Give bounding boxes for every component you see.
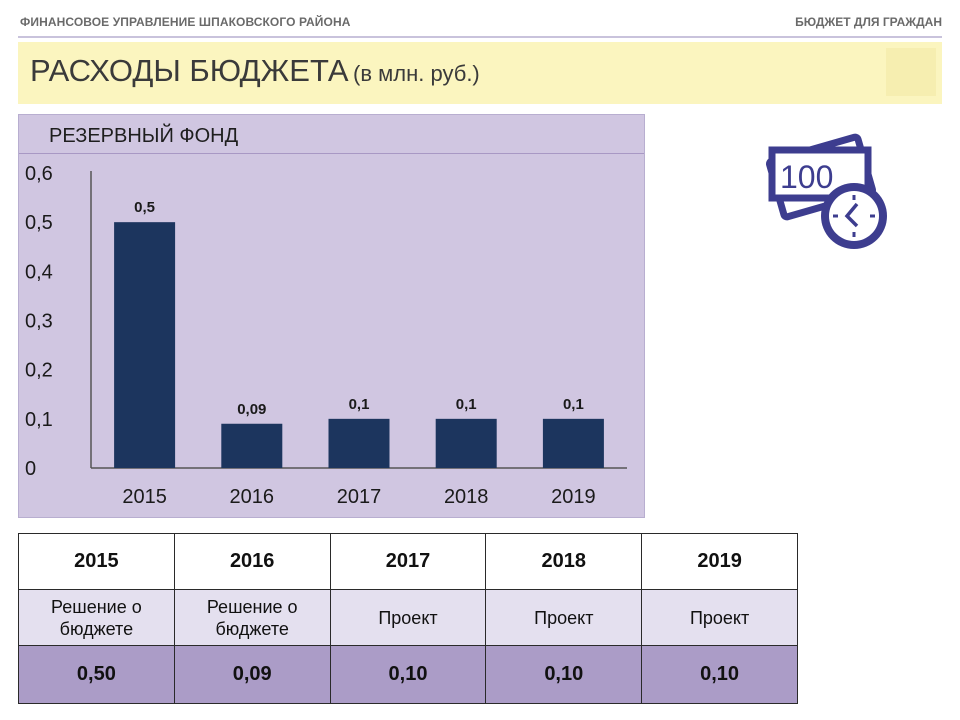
x-tick-label: 2018 <box>444 486 489 508</box>
table-value-cell: 0,10 <box>329 645 487 704</box>
data-label: 0,09 <box>237 401 266 418</box>
page-title-unit: (в млн. руб.) <box>353 61 480 86</box>
table-year-cell: 2019 <box>641 533 798 590</box>
page-title-main: РАСХОДЫ БЮДЖЕТА <box>30 53 349 88</box>
table-value-cell: 0,50 <box>18 645 175 704</box>
y-tick-label: 0,6 <box>25 163 53 185</box>
y-tick-label: 0,3 <box>25 311 53 333</box>
budget-table: 2015 2016 2017 2018 2019 Решение о бюдже… <box>18 533 798 704</box>
page-title: РАСХОДЫ БЮДЖЕТА (в млн. руб.) <box>30 53 480 89</box>
bar <box>114 222 176 468</box>
table-status-cell: Проект <box>641 589 798 646</box>
data-label: 0,1 <box>563 396 584 413</box>
table-year-cell: 2018 <box>485 533 643 590</box>
banknote-clock-icon: 100 <box>764 126 894 256</box>
bar-chart: 0 0,1 0,2 0,3 0,4 0,5 0,6 0,5 2015 0,09 2016 0,1 201… <box>25 163 627 508</box>
x-tick-label: 2015 <box>122 486 167 508</box>
x-tick-label: 2016 <box>230 486 275 508</box>
table-value-cell: 0,10 <box>485 645 643 704</box>
data-label: 0,1 <box>349 396 370 413</box>
y-tick-label: 0,1 <box>25 409 53 431</box>
chart-panel: РЕЗЕРВНЫЙ ФОНД 0 0,1 0,2 0,3 0,4 0,5 0,6 0,5 201… <box>18 114 645 518</box>
table-row-years: 2015 2016 2017 2018 2019 <box>18 533 798 590</box>
org-name: ФИНАНСОВОЕ УПРАВЛЕНИЕ ШПАКОВСКОГО РАЙОНА <box>20 15 351 29</box>
y-tick-label: 0 <box>25 458 36 480</box>
x-tick-label: 2019 <box>551 486 596 508</box>
bar <box>542 418 604 468</box>
section-name: БЮДЖЕТ ДЛЯ ГРАЖДАН <box>795 15 942 29</box>
table-year-cell: 2016 <box>173 533 331 590</box>
y-tick-label: 0,5 <box>25 212 53 234</box>
data-label: 0,5 <box>134 199 155 216</box>
banknote-label: 100 <box>780 159 833 195</box>
title-band: РАСХОДЫ БЮДЖЕТА (в млн. руб.) <box>18 42 942 104</box>
table-value-cell: 0,09 <box>173 645 331 704</box>
bar <box>328 418 390 468</box>
table-status-cell: Проект <box>485 589 643 646</box>
clock-icon <box>821 183 887 249</box>
x-tick-label: 2017 <box>337 486 382 508</box>
chart-title-divider <box>19 153 644 154</box>
y-tick-label: 0,2 <box>25 360 53 382</box>
table-status-cell: Решение о бюджете <box>18 589 175 646</box>
table-value-cell: 0,10 <box>641 645 798 704</box>
bar <box>221 423 283 468</box>
data-label: 0,1 <box>456 396 477 413</box>
table-status-cell: Проект <box>329 589 487 646</box>
bar <box>435 418 497 468</box>
table-row-status: Решение о бюджете Решение о бюджете Прое… <box>18 589 798 646</box>
chart-title: РЕЗЕРВНЫЙ ФОНД <box>49 125 239 147</box>
header-divider <box>18 36 942 38</box>
y-tick-label: 0,4 <box>25 261 53 283</box>
table-row-values: 0,50 0,09 0,10 0,10 0,10 <box>18 645 798 704</box>
table-year-cell: 2017 <box>329 533 487 590</box>
title-decoration <box>886 48 936 96</box>
table-year-cell: 2015 <box>18 533 175 590</box>
table-status-cell: Решение о бюджете <box>173 589 331 646</box>
